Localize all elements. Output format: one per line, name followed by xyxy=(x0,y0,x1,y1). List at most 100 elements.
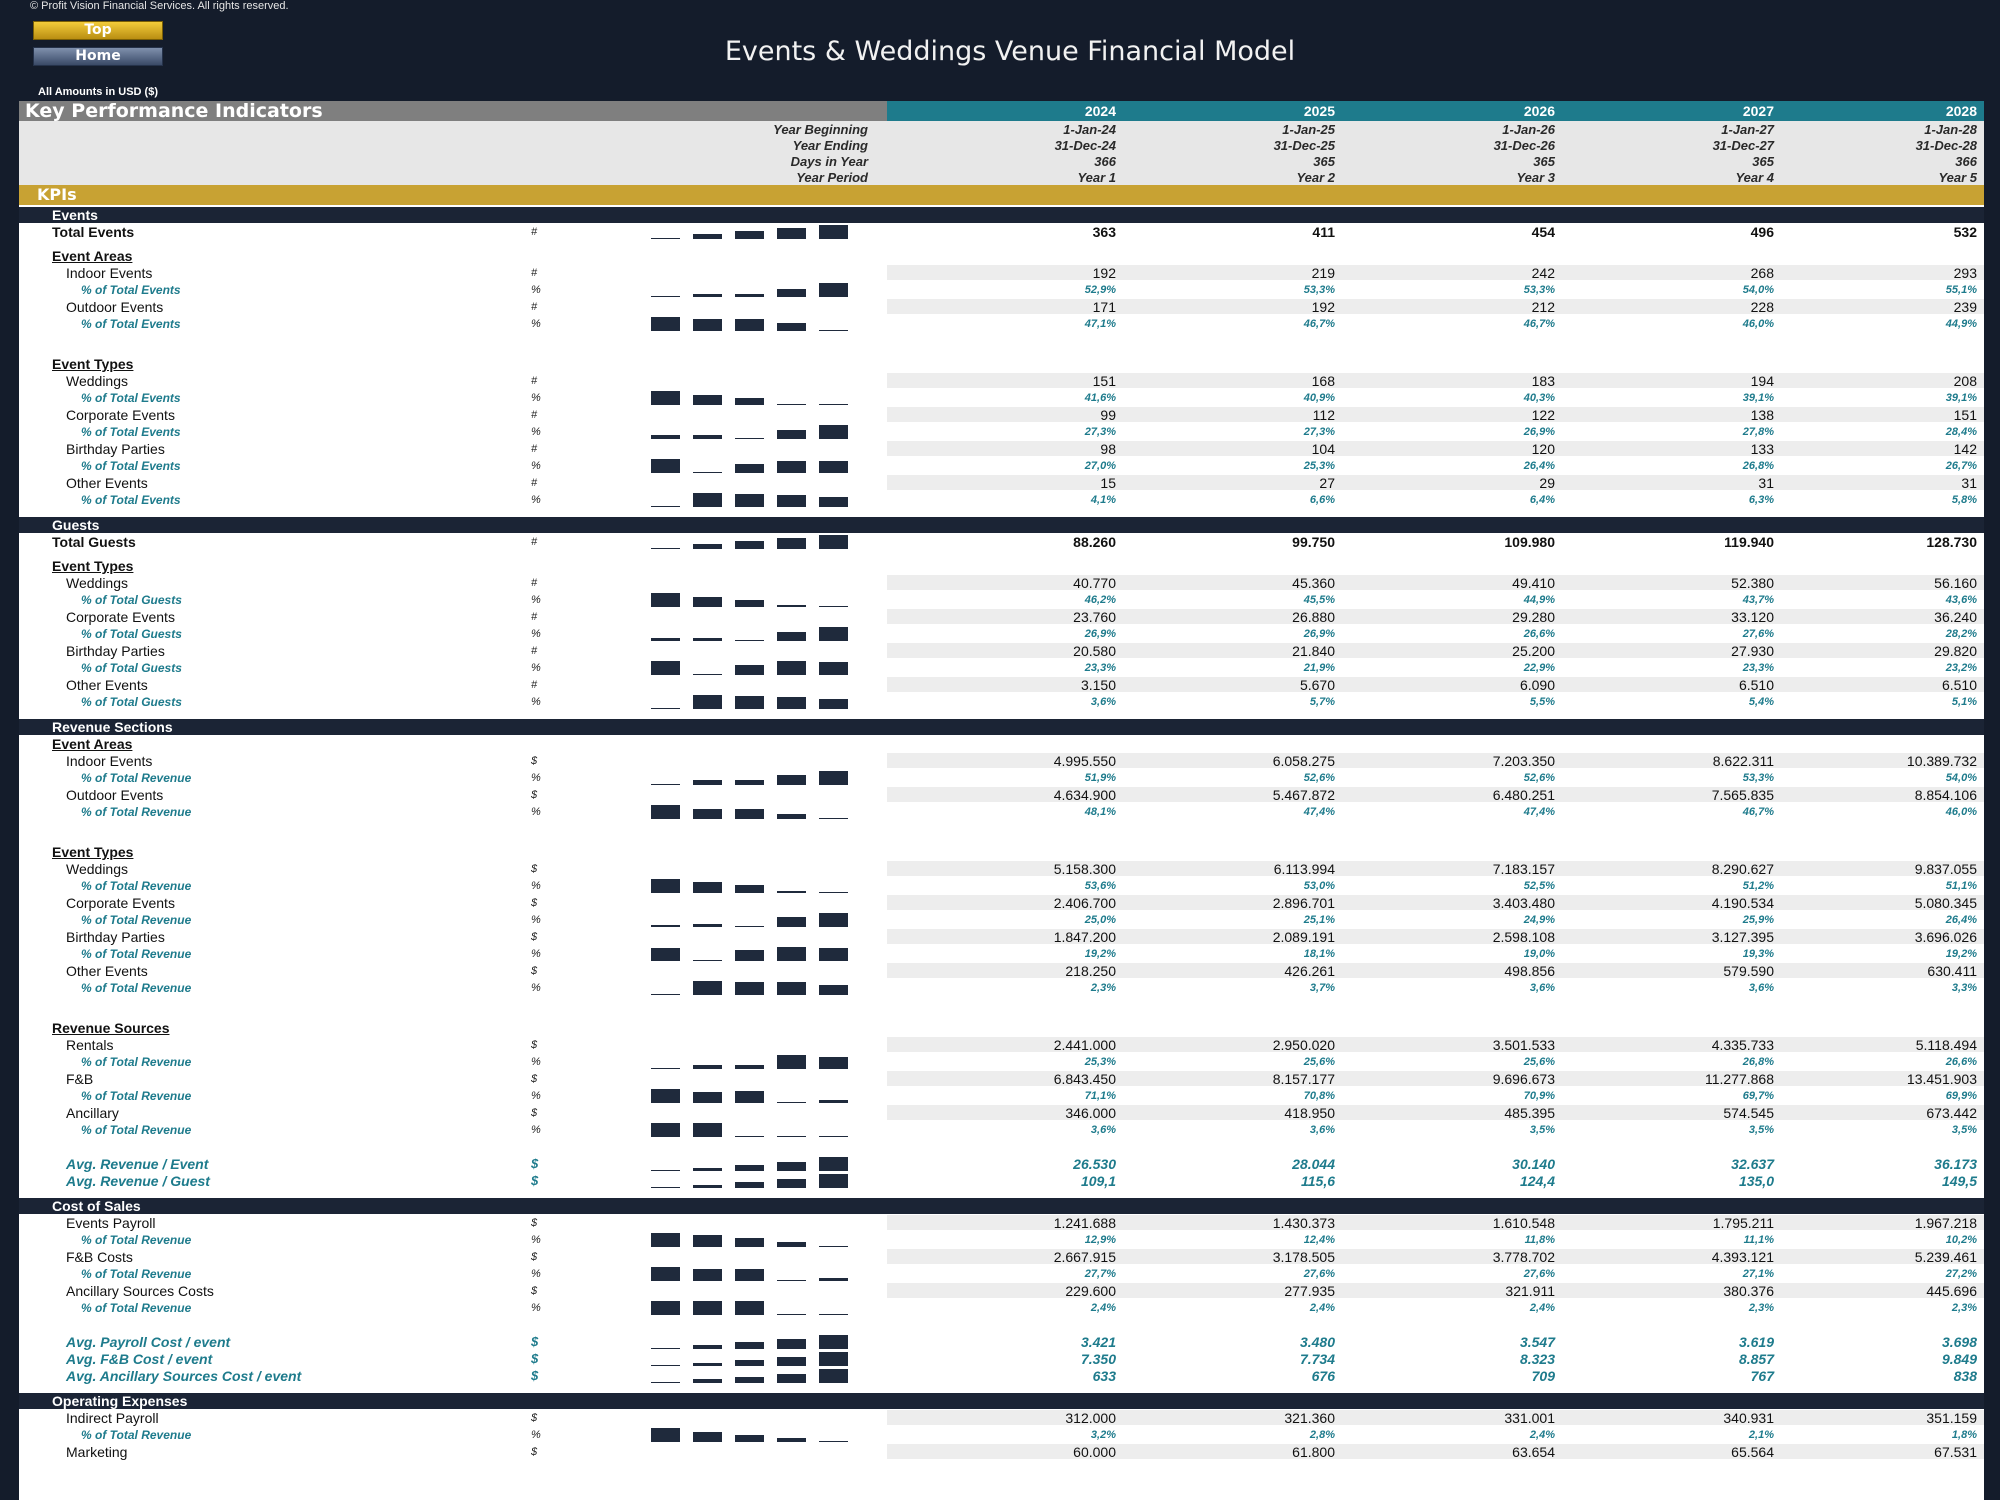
spark-bar xyxy=(693,319,722,331)
table-row: Weddings #40.770 45.360 49.410 52.380 56.160 xyxy=(19,575,1984,591)
value-cell: 3,6% xyxy=(1309,1124,1335,1136)
table-row: Ancillary Sources Costs $229.600 277.935 32… xyxy=(19,1283,1984,1299)
value-cell: 5,4% xyxy=(1748,696,1774,708)
value-cell: 2,4% xyxy=(1529,1302,1555,1314)
unit-label: % xyxy=(531,880,541,892)
value-cell: 52,9% xyxy=(1084,284,1116,296)
spark-bar xyxy=(777,947,806,961)
spark-bar xyxy=(735,640,764,641)
spark-bar xyxy=(693,695,722,709)
value-cell: 135,0 xyxy=(1738,1173,1774,1189)
spark-bar xyxy=(651,994,680,995)
spark-bar xyxy=(777,814,806,819)
row-label: % of Total Revenue xyxy=(81,1301,192,1315)
row-shading xyxy=(887,265,1984,280)
spark-bar xyxy=(819,1352,848,1366)
row-label: Ancillary xyxy=(66,1105,119,1121)
value-cell: 142 xyxy=(1953,441,1977,457)
value-cell: 3,6% xyxy=(1090,1124,1116,1136)
spark-bar xyxy=(735,885,764,893)
row-label: Weddings xyxy=(66,373,129,389)
value-cell: 2.667.915 xyxy=(1053,1249,1116,1265)
table-row: % of Total Guests% 23,3% 21,9% 22,9% 23,3% 23… xyxy=(19,660,1984,676)
spark-bar xyxy=(735,809,764,819)
value-cell: 496 xyxy=(1750,224,1774,240)
value-cell: 3.696.026 xyxy=(1914,929,1977,945)
value-cell: 41,6% xyxy=(1084,392,1116,404)
row-label: Event Types xyxy=(52,356,134,372)
unit-label: % xyxy=(531,982,541,994)
value-cell: 3.150 xyxy=(1080,677,1116,693)
row-label: Birthday Parties xyxy=(66,929,165,945)
unit-label: $ xyxy=(531,1412,538,1424)
unit-label: $ xyxy=(531,1368,539,1383)
row-label: % of Total Guests xyxy=(81,695,182,709)
value-cell: 229.600 xyxy=(1065,1283,1116,1299)
value-cell: 6.510 xyxy=(1941,677,1977,693)
value-cell: 52,5% xyxy=(1523,880,1555,892)
value-cell: 32.637 xyxy=(1731,1156,1774,1172)
row-label: Events xyxy=(52,207,98,223)
value-cell: 29.820 xyxy=(1934,643,1977,659)
value-cell: 673.442 xyxy=(1926,1105,1977,1121)
spark-bar xyxy=(819,497,848,507)
value-cell: 29 xyxy=(1539,475,1555,491)
spark-bar xyxy=(693,435,722,439)
home-button[interactable]: Home xyxy=(33,47,163,66)
year-header-0: 2024 xyxy=(1084,103,1116,119)
unit-label: % xyxy=(531,494,541,506)
row-label: % of Total Revenue xyxy=(81,879,192,893)
info-value: 1-Jan-28 xyxy=(1924,122,1977,137)
unit-label: $ xyxy=(531,1285,538,1297)
unit-label: % xyxy=(531,594,541,606)
value-cell: 27.930 xyxy=(1731,643,1774,659)
value-cell: 47,1% xyxy=(1084,318,1116,330)
unit-label: $ xyxy=(531,1073,538,1085)
value-cell: 1.967.218 xyxy=(1914,1215,1977,1231)
year-header-3: 2027 xyxy=(1742,103,1774,119)
value-cell: 28,2% xyxy=(1945,628,1977,640)
value-cell: 7.565.835 xyxy=(1711,787,1774,803)
spark-bar xyxy=(735,696,764,709)
unit-label: # xyxy=(531,443,538,455)
sparkline-cell xyxy=(651,1266,851,1282)
sparkline-48 xyxy=(651,1123,848,1137)
value-cell: 51,2% xyxy=(1742,880,1774,892)
value-cell: 23.760 xyxy=(1073,609,1116,625)
table-row: Other Events #15 27 29 31 31 xyxy=(19,475,1984,491)
currency-note: All Amounts in USD ($) xyxy=(38,86,158,98)
info-value: Year 5 xyxy=(1938,170,1977,185)
value-cell: 3.403.480 xyxy=(1492,895,1555,911)
table-row: Total Events #363 411 454 496 532 xyxy=(19,224,1984,240)
value-cell: 51,1% xyxy=(1945,880,1977,892)
value-cell: 33.120 xyxy=(1731,609,1774,625)
spark-bar xyxy=(651,638,680,641)
value-cell: 277.935 xyxy=(1284,1283,1335,1299)
spark-bar xyxy=(693,493,722,507)
spark-bar xyxy=(735,231,764,239)
row-shading xyxy=(887,1215,1984,1230)
sparkline-cell xyxy=(651,1122,851,1138)
sparkline-13 xyxy=(651,459,848,473)
table-row: % of Total Events% 27,3% 27,3% 26,9% 27,8% 28… xyxy=(19,424,1984,440)
table-row: % of Total Revenue% 3,6% 3,6% 3,5% 3,5% 3,5% xyxy=(19,1122,1984,1138)
value-cell: 19,2% xyxy=(1084,948,1116,960)
table-row: % of Total Guests% 26,9% 26,9% 26,6% 27,6% 28… xyxy=(19,626,1984,642)
value-cell: 71,1% xyxy=(1084,1090,1116,1102)
spark-bar xyxy=(693,981,722,995)
row-shading xyxy=(887,1071,1984,1086)
sparkline-20 xyxy=(651,593,848,607)
info-value: 365 xyxy=(1313,154,1335,169)
spark-bar xyxy=(693,809,722,819)
value-cell: 54,0% xyxy=(1945,772,1977,784)
row-label: % of Total Revenue xyxy=(81,1267,192,1281)
info-value: 365 xyxy=(1533,154,1555,169)
top-button[interactable]: Top xyxy=(33,21,163,40)
value-cell: 56.160 xyxy=(1934,575,1977,591)
spark-bar xyxy=(693,1345,722,1349)
value-cell: 8.622.311 xyxy=(1712,753,1774,769)
value-cell: 192 xyxy=(1092,265,1116,281)
value-cell: 3,3% xyxy=(1951,982,1977,994)
value-cell: 25,9% xyxy=(1742,914,1774,926)
row-label: % of Total Events xyxy=(81,459,181,473)
